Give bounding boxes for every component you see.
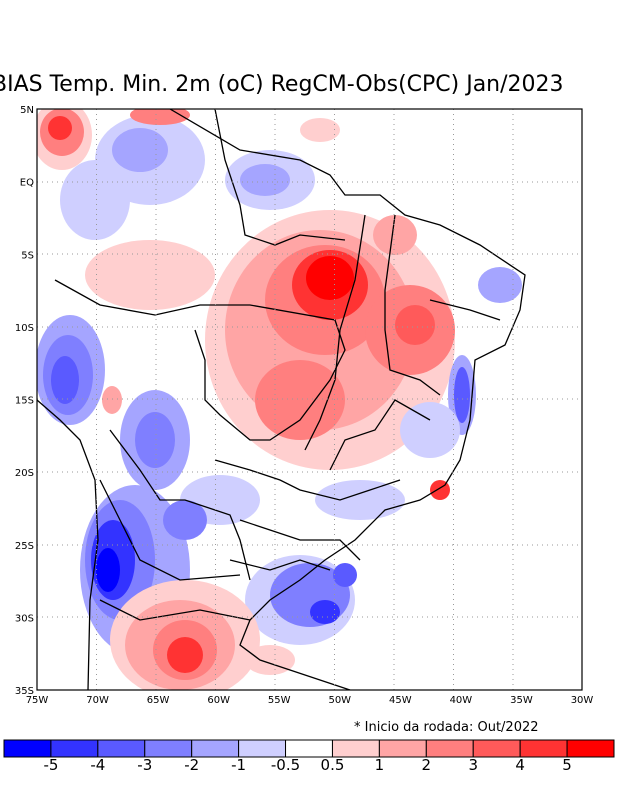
cold-anomaly xyxy=(240,164,290,196)
warm-anomaly xyxy=(85,240,215,310)
cold-anomaly xyxy=(163,500,207,540)
brazil-border xyxy=(54,109,346,441)
paraguay-argentina-borders xyxy=(99,429,251,621)
west-coastline xyxy=(37,399,99,690)
legend-label: -1 xyxy=(231,756,247,774)
legend-label: -4 xyxy=(90,756,106,774)
latitude-tick-label: 5S xyxy=(21,250,34,261)
warm-anomaly xyxy=(255,360,345,440)
warm-anomaly xyxy=(300,118,340,142)
longitude-tick-label: 40W xyxy=(450,695,473,706)
south-america-coastline xyxy=(169,109,526,690)
legend-label: -2 xyxy=(184,756,200,774)
cold-anomaly xyxy=(112,128,168,172)
legend-label: -5 xyxy=(43,756,59,774)
warm-anomaly xyxy=(306,256,354,300)
cold-anomaly xyxy=(51,356,79,404)
warm-anomaly xyxy=(395,305,435,345)
cold-anomaly xyxy=(333,563,357,587)
latitude-axis: 5N EQ 5S 10S 15S 20S 25S 30S 35S xyxy=(15,105,34,697)
legend-label: 2 xyxy=(421,756,432,774)
longitude-tick-label: 65W xyxy=(147,695,170,706)
cold-anomaly xyxy=(135,412,175,468)
latitude-tick-label: 20S xyxy=(15,468,34,479)
latitude-tick-label: EQ xyxy=(20,178,34,189)
cold-anomaly xyxy=(60,160,130,240)
latitude-tick-label: 25S xyxy=(15,541,34,552)
warm-anomaly xyxy=(167,637,203,673)
cold-anomaly xyxy=(315,480,405,520)
legend-label: 3 xyxy=(468,756,478,774)
legend-label: 1 xyxy=(374,756,385,774)
longitude-axis: 75W 70W 65W 60W 55W 50W 45W 40W 35W 30W xyxy=(26,695,594,706)
warm-anomaly xyxy=(48,116,72,140)
grid-lines xyxy=(37,109,582,690)
legend-swatch xyxy=(519,739,568,758)
cold-anomaly xyxy=(96,548,120,592)
legend-swatch xyxy=(285,739,333,758)
cold-anomaly xyxy=(478,267,522,303)
warm-anomaly xyxy=(130,109,190,125)
legend-swatch xyxy=(425,739,474,758)
longitude-tick-label: 55W xyxy=(268,695,291,706)
legend-label: -0.5 xyxy=(270,756,301,774)
warm-anomaly xyxy=(373,215,417,255)
longitude-tick-label: 50W xyxy=(328,695,351,706)
latitude-tick-label: 30S xyxy=(15,613,34,624)
coastlines-borders xyxy=(37,109,526,690)
state-borders xyxy=(214,214,501,571)
legend-swatch xyxy=(378,739,427,758)
legend-labels: -5 -4 -3 -2 -1 -0.5 0.5 1 2 3 4 5 xyxy=(0,756,618,776)
legend-swatch xyxy=(238,739,287,758)
longitude-tick-label: 70W xyxy=(86,695,109,706)
longitude-tick-label: 30W xyxy=(571,695,594,706)
cold-anomaly xyxy=(454,367,470,423)
warm-anomaly xyxy=(430,480,450,500)
legend-label: 5 xyxy=(562,756,572,774)
legend-label: 4 xyxy=(515,756,525,774)
legend-swatch xyxy=(97,739,146,758)
legend-swatch xyxy=(472,739,521,758)
legend-swatch xyxy=(331,739,380,758)
longitude-tick-label: 60W xyxy=(207,695,230,706)
warm-anomaly xyxy=(102,386,122,414)
legend-swatch xyxy=(566,739,615,758)
latitude-tick-label: 15S xyxy=(15,396,34,407)
cold-anomaly xyxy=(310,600,340,624)
latitude-tick-label: 35S xyxy=(15,686,34,697)
latitude-tick-label: 5N xyxy=(20,105,34,116)
cold-anomaly xyxy=(400,402,460,458)
legend-swatch xyxy=(3,739,52,758)
legend-swatch xyxy=(144,739,193,758)
legend-swatch xyxy=(50,739,99,758)
map-title: BIAS Temp. Min. 2m (oC) RegCM-Obs(CPC) J… xyxy=(0,72,564,97)
warm-anomaly xyxy=(245,645,295,675)
longitude-tick-label: 45W xyxy=(389,695,412,706)
color-legend xyxy=(3,739,615,758)
longitude-tick-label: 35W xyxy=(510,695,533,706)
legend-label: -3 xyxy=(137,756,153,774)
run-start-note: * Inicio da rodada: Out/2022 xyxy=(354,720,539,735)
legend-label: 0.5 xyxy=(320,756,345,774)
map-frame xyxy=(36,108,583,691)
legend-swatch xyxy=(191,739,240,758)
latitude-tick-label: 10S xyxy=(15,323,34,334)
longitude-tick-label: 75W xyxy=(26,695,49,706)
